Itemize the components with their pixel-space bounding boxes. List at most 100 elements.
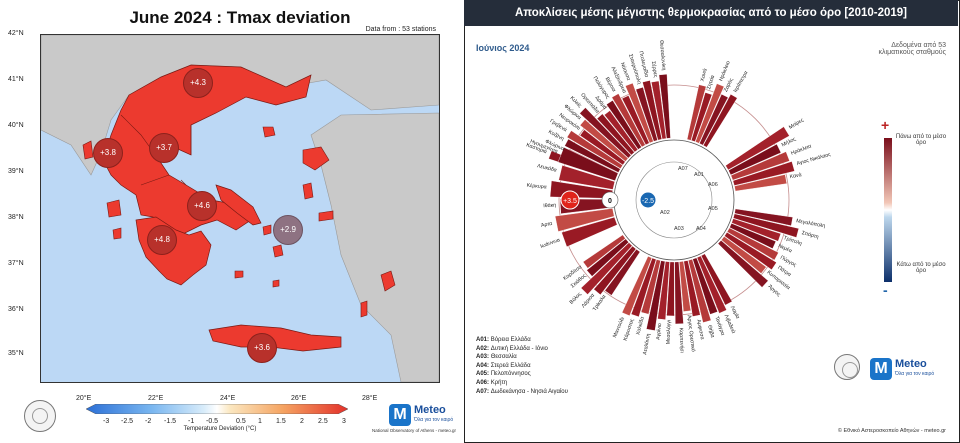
karpathos-island [360, 300, 368, 318]
lat-tick: 40°N [8, 122, 24, 129]
polar-bar [646, 260, 666, 331]
station-label: Αταλάντη [641, 333, 652, 355]
marker-a06-value: +3.6 [254, 343, 270, 352]
lon-tick: 22°E [148, 395, 164, 402]
lon-tick: 28°E [362, 395, 378, 402]
marker-a04-value: +4.6 [194, 201, 210, 210]
station-label: Λαμία [729, 305, 741, 320]
neighbor-turkey [310, 112, 439, 382]
meteo-logo[interactable]: M Meteo Όλα για τον καιρό [389, 404, 457, 428]
marker-a01[interactable]: +4.3 [183, 68, 213, 98]
polar-bar [679, 261, 692, 312]
zakynthos-island [112, 227, 122, 240]
polar-bar [557, 147, 619, 182]
colorbar-label: Temperature Deviation (°C) [183, 426, 257, 432]
lon-tick: 24°E [220, 395, 236, 402]
polar-bar [658, 73, 671, 139]
polar-bar [561, 216, 618, 248]
colorbar-tick: -2 [145, 418, 152, 425]
scale-max-dot [560, 190, 580, 210]
marker-a06[interactable]: +3.6 [247, 333, 277, 363]
scale-max-label: +3.5 [563, 198, 577, 205]
marker-a02[interactable]: +3.8 [93, 138, 123, 168]
marker-a03-value: +3.7 [156, 143, 172, 152]
polar-bar [666, 261, 675, 317]
marker-a03[interactable]: +3.7 [149, 133, 179, 163]
inner-label-a07: A07 [678, 166, 688, 172]
polar-source-line1: Δεδομένα από 53 [891, 42, 946, 49]
polar-bar [635, 86, 658, 142]
polar-bar [625, 82, 654, 144]
station-label: Χαλκίδα [635, 316, 645, 336]
marker-a07[interactable]: +2.9 [273, 215, 303, 245]
inner-label-a05: A05 [708, 206, 718, 212]
polar-bars [548, 73, 800, 331]
colorbar-tick: 2.5 [318, 418, 328, 425]
polar-bar [593, 245, 637, 296]
inner-group-ring [635, 161, 713, 239]
meteo-logo-right[interactable]: M Meteo Όλα για τον καιρό [870, 358, 938, 382]
station-label: Άργος Ορεστικό [686, 315, 697, 353]
station-label: Νεμέα [777, 242, 793, 254]
polar-bar [621, 256, 653, 317]
polar-month: Ιούνιος 2024 [476, 43, 530, 53]
polar-bar [733, 213, 800, 238]
scale-min-dot [639, 191, 657, 209]
polar-bar [721, 236, 767, 274]
lat-tick: 36°N [8, 306, 24, 313]
polar-bar [725, 126, 790, 171]
polar-bar [579, 107, 632, 159]
polar-footer: © Εθνικό Αστεροσκοπείο Αθηνών - meteo.gr [837, 428, 946, 434]
region-legend: A01: Βόρεια Ελλάδα A02: Δυτική Ελλάδα - … [476, 336, 568, 396]
andros-island [262, 224, 272, 236]
scale-min-label: -2.5 [642, 198, 654, 205]
polar-bar [604, 110, 639, 153]
polar-bar [554, 208, 615, 232]
inner-ring [613, 139, 735, 261]
station-label: Μεγαλόπολη [796, 217, 826, 229]
polar-bar [699, 93, 729, 146]
lat-tick: 42°N [8, 30, 24, 37]
polar-title: Αποκλίσεις μέσης μέγιστης θερμοκρασίας α… [464, 0, 958, 26]
minus-icon: - [883, 282, 888, 298]
station-label: Θήβα [706, 324, 716, 338]
meteo-logo-text: Meteo [414, 404, 446, 416]
polar-source-line2: κλιματικούς σταθμούς [878, 49, 946, 56]
temperature-colorbar [86, 404, 348, 414]
marker-a04[interactable]: +4.6 [187, 191, 217, 221]
lesvos-island [302, 146, 330, 171]
lat-tick: 39°N [8, 168, 24, 175]
polar-bar [564, 138, 621, 173]
station-label: Αγρίνιο [655, 323, 663, 340]
legend-row: A03: Θεσσαλία [476, 354, 517, 361]
evia-island [215, 184, 262, 226]
marker-a05[interactable]: +4.8 [147, 225, 177, 255]
legend-row: A06: Κρήτη [476, 379, 508, 386]
lon-tick: 26°E [291, 395, 307, 402]
polar-bar [726, 227, 779, 261]
polar-bar [651, 80, 667, 140]
meteo-m-icon: M [389, 404, 411, 426]
lon-tick: 20°E [76, 395, 92, 402]
station-label: Καρπενήσι [678, 328, 686, 353]
map-canvas: +4.3 +3.8 +3.7 +4.6 +4.8 +2.9 +3.6 [40, 34, 440, 383]
inner-label-a01: A01 [694, 172, 704, 178]
polar-bar [717, 240, 769, 288]
station-label: Ιθάκη [543, 202, 556, 210]
polar-bar [729, 223, 777, 249]
station-label: Μοίρες [788, 117, 805, 131]
colorbar-tick: 0.5 [236, 418, 246, 425]
polar-bar [724, 231, 777, 270]
station-label: Σέρρες [650, 61, 660, 79]
chios-island [302, 182, 314, 200]
polar-bar [734, 208, 793, 226]
observatory-seal-logo [24, 400, 56, 432]
polar-bar [692, 257, 718, 315]
region-borders [120, 114, 192, 186]
map-title: June 2024 : Tmax deviation [129, 8, 351, 27]
polar-bar [586, 238, 629, 277]
colorbar-tick: -1 [188, 418, 195, 425]
polar-bar [642, 80, 663, 141]
meteo-logo-sub-right: Όλα για τον καιρό [895, 371, 935, 377]
polar-bar [606, 100, 642, 150]
